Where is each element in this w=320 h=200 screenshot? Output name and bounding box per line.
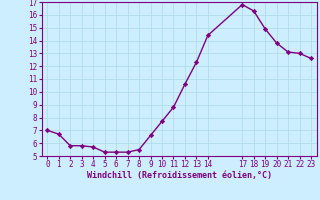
X-axis label: Windchill (Refroidissement éolien,°C): Windchill (Refroidissement éolien,°C) bbox=[87, 171, 272, 180]
